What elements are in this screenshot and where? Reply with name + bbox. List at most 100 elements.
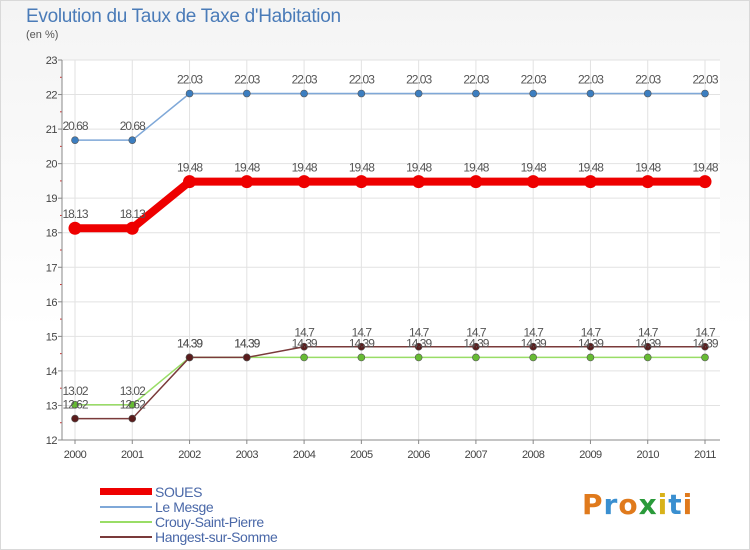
y-tick-label: 21: [46, 124, 58, 136]
y-tick-label: 16: [46, 297, 58, 309]
data-label-soues: 18.13: [62, 207, 88, 221]
point-crouy-saint-pierre: [643, 353, 652, 362]
proxiti-logo: Proxiti: [582, 488, 693, 521]
legend-label: Hangest-sur-Somme: [155, 528, 278, 545]
page-title: Evolution du Taux de Taxe d'Habitation: [26, 6, 341, 27]
x-tick-label: 2006: [407, 449, 430, 461]
y-tick-label: 18: [46, 228, 58, 240]
point-crouy-saint-pierre: [529, 353, 537, 362]
data-label-le-mesge: 22.03: [521, 73, 547, 87]
data-label-soues: 19.48: [521, 161, 547, 175]
data-label-soues: 19.48: [234, 161, 260, 175]
point-crouy-saint-pierre: [701, 353, 709, 362]
y-tick-label: 15: [46, 331, 58, 343]
y-tick-label: 22: [46, 90, 58, 102]
point-hangest-sur-somme: [701, 342, 709, 351]
data-label-soues: 19.48: [349, 161, 375, 175]
data-label-le-mesge: 22.03: [234, 73, 260, 87]
point-soues: [354, 175, 368, 189]
data-label-hangest-sur-somme: 14.39: [177, 336, 203, 350]
data-label-le-mesge: 22.03: [635, 73, 661, 87]
series-line-le-mesge: [74, 92, 706, 141]
point-soues: [641, 175, 655, 189]
data-label-hangest-sur-somme: 14.7: [524, 326, 545, 340]
point-le-mesge: [128, 136, 137, 144]
legend-swatch: [100, 535, 152, 538]
point-crouy-saint-pierre: [586, 353, 595, 362]
legend-item: Le Mesge: [100, 498, 277, 515]
data-label-hangest-sur-somme: 14.7: [466, 326, 487, 340]
point-crouy-saint-pierre: [71, 400, 79, 409]
data-label-hangest-sur-somme: 14.7: [352, 326, 373, 340]
x-tick-label: 2010: [636, 449, 659, 461]
y-unit-label: (en %): [26, 29, 59, 41]
point-soues: [183, 175, 197, 189]
data-label-soues: 19.48: [635, 161, 661, 175]
series-line-crouy-saint-pierre: [74, 356, 706, 406]
point-le-mesge: [71, 136, 79, 144]
point-hangest-sur-somme: [243, 353, 251, 362]
x-tick-label: 2008: [522, 449, 545, 461]
data-label-hangest-sur-somme: 14.7: [695, 326, 716, 340]
logo-letter: i: [657, 488, 669, 521]
point-soues: [469, 175, 483, 189]
series-line-hangest-sur-somme: [74, 345, 706, 420]
point-hangest-sur-somme: [357, 342, 366, 351]
data-label-crouy-saint-pierre: 14.39: [292, 336, 318, 350]
point-crouy-saint-pierre: [357, 353, 366, 362]
data-label-soues: 19.48: [692, 161, 718, 175]
point-soues: [526, 175, 540, 189]
data-label-le-mesge: 22.03: [578, 73, 604, 87]
point-hangest-sur-somme: [472, 342, 480, 351]
legend-label: Crouy-Saint-Pierre: [155, 513, 264, 530]
point-hangest-sur-somme: [586, 342, 595, 351]
point-soues: [125, 221, 139, 235]
logo-letter: i: [682, 488, 694, 521]
point-hangest-sur-somme: [643, 342, 652, 351]
point-le-mesge: [243, 89, 251, 98]
point-soues: [240, 175, 254, 189]
point-le-mesge: [414, 89, 423, 98]
data-label-crouy-saint-pierre: 14.39: [521, 336, 547, 350]
data-label-crouy-saint-pierre: 14.39: [234, 336, 260, 350]
x-tick-label: 2002: [178, 449, 201, 461]
x-tick-label: 2001: [121, 449, 144, 461]
x-tick-label: 2005: [350, 449, 373, 461]
point-soues: [68, 221, 82, 235]
legend-label: Le Mesge: [155, 498, 214, 515]
data-label-hangest-sur-somme: 12.62: [62, 398, 88, 412]
data-label-crouy-saint-pierre: 14.39: [692, 336, 718, 350]
point-le-mesge: [300, 89, 308, 98]
y-tick-label: 17: [46, 262, 58, 274]
data-label-crouy-saint-pierre: 14.39: [463, 336, 489, 350]
point-soues: [698, 175, 712, 189]
data-label-crouy-saint-pierre: 14.39: [406, 336, 432, 350]
data-label-le-mesge: 22.03: [292, 73, 318, 87]
logo-letter: P: [582, 488, 604, 521]
data-label-hangest-sur-somme: 12.62: [120, 398, 146, 412]
point-hangest-sur-somme: [300, 342, 308, 351]
x-tick-label: 2009: [579, 449, 602, 461]
legend-item: Crouy-Saint-Pierre: [100, 513, 277, 530]
point-hangest-sur-somme: [529, 342, 537, 351]
logo-letter: r: [603, 488, 619, 521]
legend-item: Hangest-sur-Somme: [100, 528, 278, 545]
logo-letter: o: [618, 488, 639, 521]
point-le-mesge: [529, 89, 537, 98]
y-tick-label: 14: [46, 366, 58, 378]
x-tick-label: 2004: [293, 449, 316, 461]
data-label-crouy-saint-pierre: 13.02: [62, 384, 88, 398]
x-tick-label: 2007: [465, 449, 488, 461]
logo-letter: x: [638, 488, 658, 521]
data-label-crouy-saint-pierre: 14.39: [349, 336, 375, 350]
point-le-mesge: [185, 89, 194, 98]
data-label-le-mesge: 22.03: [177, 73, 203, 87]
data-label-le-mesge: 20.68: [62, 119, 88, 133]
data-label-soues: 19.48: [578, 161, 604, 175]
data-label-hangest-sur-somme: 14.7: [294, 326, 315, 340]
y-tick-label: 12: [46, 435, 58, 447]
point-le-mesge: [357, 89, 366, 98]
point-crouy-saint-pierre: [414, 353, 423, 362]
point-soues: [583, 175, 597, 189]
data-label-hangest-sur-somme: 14.7: [581, 326, 602, 340]
